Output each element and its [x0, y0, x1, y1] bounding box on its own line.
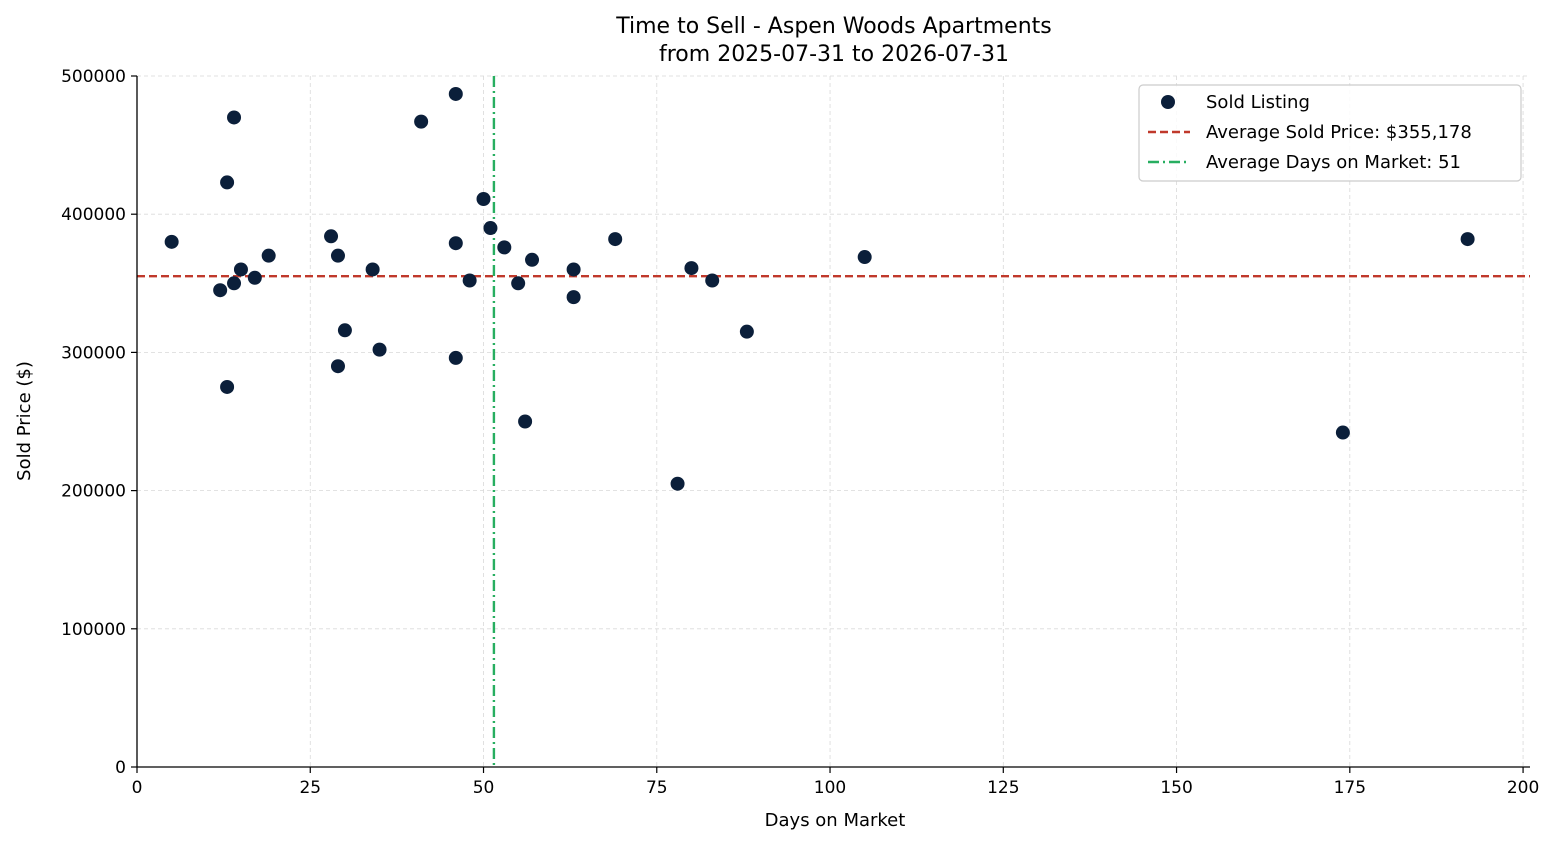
data-point — [448, 236, 463, 251]
data-point — [1460, 232, 1475, 247]
data-point — [518, 414, 533, 429]
data-point — [483, 221, 498, 236]
data-point — [1335, 425, 1350, 440]
chart-title-line-1: Time to Sell - Aspen Woods Apartments — [615, 14, 1051, 39]
legend-label-average-price: Average Sold Price: $355,178 — [1206, 122, 1472, 143]
x-tick-label: 125 — [987, 778, 1019, 798]
data-point — [566, 290, 581, 305]
x-tick-label: 150 — [1160, 778, 1192, 798]
y-tick-label: 200000 — [61, 482, 126, 502]
y-axis-label: Sold Price ($) — [14, 361, 35, 481]
data-point — [233, 262, 248, 277]
data-point — [462, 273, 477, 288]
data-point — [448, 350, 463, 365]
reference-lines — [137, 76, 1530, 767]
y-tick-label: 100000 — [61, 620, 126, 640]
data-point — [670, 476, 685, 491]
data-point — [705, 273, 720, 288]
data-point — [164, 234, 179, 249]
data-point — [324, 229, 339, 244]
data-point — [497, 240, 512, 255]
x-tick-label: 25 — [299, 778, 321, 798]
data-point — [247, 270, 262, 285]
data-point — [525, 252, 540, 267]
data-points — [164, 86, 1475, 491]
x-tick-label: 200 — [1507, 778, 1539, 798]
data-point — [857, 250, 872, 265]
legend-label-average-days: Average Days on Market: 51 — [1206, 152, 1461, 173]
legend-box — [1138, 84, 1522, 182]
x-tick-label: 100 — [814, 778, 846, 798]
data-point — [227, 110, 242, 125]
data-point — [261, 248, 276, 263]
legend-marker-sold-listing — [1161, 95, 1175, 109]
chart-title-line-2: from 2025-07-31 to 2026-07-31 — [659, 42, 1009, 67]
x-tick-label: 175 — [1334, 778, 1366, 798]
data-point — [372, 342, 387, 357]
legend: Sold Listing Average Sold Price: $355,17… — [1138, 84, 1522, 182]
data-point — [608, 232, 623, 247]
data-point — [739, 324, 754, 339]
ticks: 0 25 50 75 100 125 150 175 200 0 100000 200000 30000… — [61, 67, 1539, 798]
data-point — [365, 262, 380, 277]
data-point — [220, 175, 235, 190]
y-tick-label: 0 — [115, 758, 126, 778]
y-tick-label: 400000 — [61, 205, 126, 225]
data-point — [476, 191, 491, 206]
data-point — [220, 379, 235, 394]
x-tick-label: 75 — [646, 778, 668, 798]
x-axis-label: Days on Market — [765, 810, 906, 831]
data-point — [414, 114, 429, 129]
data-point — [330, 359, 345, 374]
axes — [136, 76, 1530, 768]
legend-label-sold-listing: Sold Listing — [1206, 92, 1310, 113]
data-point — [337, 323, 352, 338]
data-point — [448, 86, 463, 101]
data-point — [511, 276, 526, 291]
data-point — [684, 261, 699, 276]
data-point — [566, 262, 581, 277]
data-point — [213, 283, 228, 298]
x-tick-label: 0 — [132, 778, 143, 798]
data-point — [330, 248, 345, 263]
y-tick-label: 300000 — [61, 343, 126, 363]
x-tick-label: 50 — [473, 778, 495, 798]
y-tick-label: 500000 — [61, 67, 126, 87]
data-point — [227, 276, 242, 291]
